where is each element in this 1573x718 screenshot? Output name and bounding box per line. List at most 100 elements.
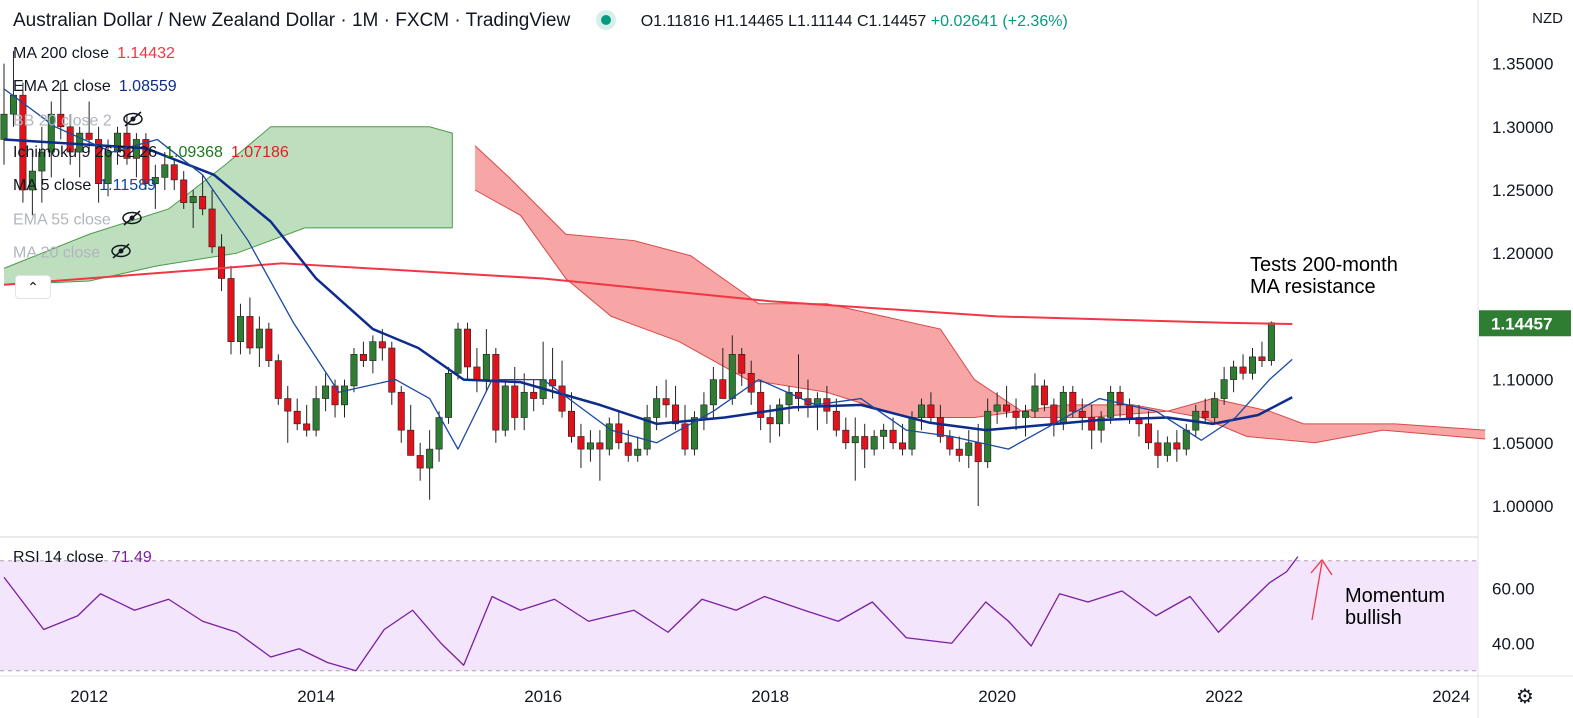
candle-body [47,113,55,153]
legend-item[interactable]: MA 20 close [13,243,132,264]
candle-body [776,404,784,425]
candle-body [1003,404,1011,412]
gear-icon[interactable]: ⚙ [1516,686,1534,708]
candle-body [728,354,736,399]
candle-body [1267,322,1275,361]
candle-body [208,208,216,248]
candle-body [170,164,178,181]
rsi-annotation: Momentum bullish [1345,585,1445,629]
legend-value: 1.08559 [118,78,177,95]
candle-body [567,410,575,437]
time-tick-label: 2020 [978,687,1016,706]
candle-body [322,385,330,399]
ohlc-readout: O1.11816 H1.14465 L1.11144 C1.14457 +0.0… [641,13,1068,30]
legend-label: BB 20 close 2 [13,112,112,130]
candle-body [359,354,367,361]
candle-body [199,196,207,210]
candle-body [350,354,358,387]
rsi-value: 71.49 [111,549,152,566]
candle-body [974,442,982,463]
candle-body [766,417,774,425]
time-tick-label: 2024 [1432,687,1470,706]
candle-body [899,442,907,450]
price-tick-label: 1.00000 [1492,497,1553,516]
candle-body [445,372,453,418]
candle-body [1088,417,1096,431]
candle-body [757,391,765,418]
ma5-line [3,88,1293,450]
candle-body [908,417,916,450]
candle-body [378,341,386,349]
eye-off-icon[interactable] [121,210,143,231]
candle-body [76,132,84,153]
candle-body [511,385,519,418]
rsi-line [3,556,1299,672]
candle-body [1050,404,1058,425]
ema21-line [3,138,1293,432]
legend-label: EMA 55 close [13,211,111,229]
candle-body [1230,366,1238,380]
time-tick-label: 2014 [297,687,335,706]
candle-body [993,404,1001,412]
candle-body [605,423,613,450]
candle-body [662,398,670,406]
candle-body [407,429,415,456]
candle-body [1107,391,1115,418]
time-tick-label: 2018 [751,687,789,706]
candle-body [265,328,273,361]
chart-header: Australian Dollar / New Zealand Dollar ·… [13,10,1068,32]
open-value: O1.11816 [640,13,710,30]
candle-body [577,436,585,450]
legend-item[interactable]: MA 5 close 1.11589 [13,177,156,195]
candle-body [870,436,878,450]
legend-item[interactable]: BB 20 close 2 [13,111,144,132]
price-tick-label: 1.25000 [1492,181,1553,200]
price-tick-label: 1.05000 [1492,434,1553,453]
candle-body [1097,417,1105,431]
candle-body [1116,391,1124,406]
candle-body [1211,398,1219,418]
candle-body [1144,423,1152,444]
high-value: H1.14465 [714,13,784,30]
legend-item[interactable]: EMA 55 close [13,210,143,231]
eye-off-icon[interactable] [110,243,132,264]
candle-body [596,442,604,450]
candle-body [927,404,935,418]
eye-off-icon[interactable] [122,111,144,132]
candle-body [1173,442,1181,450]
candle-body [284,398,292,412]
candle-body [0,113,8,140]
rsi-annotation-line-1: Momentum [1345,585,1446,607]
candle-body [227,278,235,342]
rsi-tick-label: 60.00 [1492,579,1535,598]
legend-item[interactable]: MA 200 close 1.14432 [13,45,175,63]
candle-body [426,448,434,469]
candle-body [180,179,188,203]
rsi-annotation-line-2: bullish [1345,607,1402,629]
candle-body [889,429,897,444]
last-price-badge [1479,310,1571,337]
symbol-title[interactable]: Australian Dollar / New Zealand Dollar ·… [13,10,571,31]
candle-body [161,164,169,178]
candle-body [1012,410,1020,418]
candle-body [672,404,680,425]
candle-body [255,328,263,349]
legend-label: Ichimoku 9 26 52 26 [13,144,158,161]
candle-body [1021,410,1029,418]
close-value: C1.14457 [856,13,927,30]
legend-item[interactable]: Ichimoku 9 26 52 26 1.09368 1.07186 [13,144,289,162]
candle-body [917,404,925,418]
ichimoku-span-b-bull [3,227,453,286]
collapse-legend-button[interactable]: ⌃ [15,275,51,299]
candle-body [95,139,103,184]
candle-body [1249,356,1257,374]
currency-label[interactable]: NZD [1532,10,1563,27]
legend-value: 1.09368 [165,144,223,161]
legend-item[interactable]: EMA 21 close 1.08559 [13,78,177,96]
rsi-legend[interactable]: RSI 14 close 71.49 [13,549,152,567]
candle-body [738,354,746,374]
legend-value-2: 1.07186 [230,144,289,161]
candle-body [1069,391,1077,412]
candle-body [274,360,282,399]
